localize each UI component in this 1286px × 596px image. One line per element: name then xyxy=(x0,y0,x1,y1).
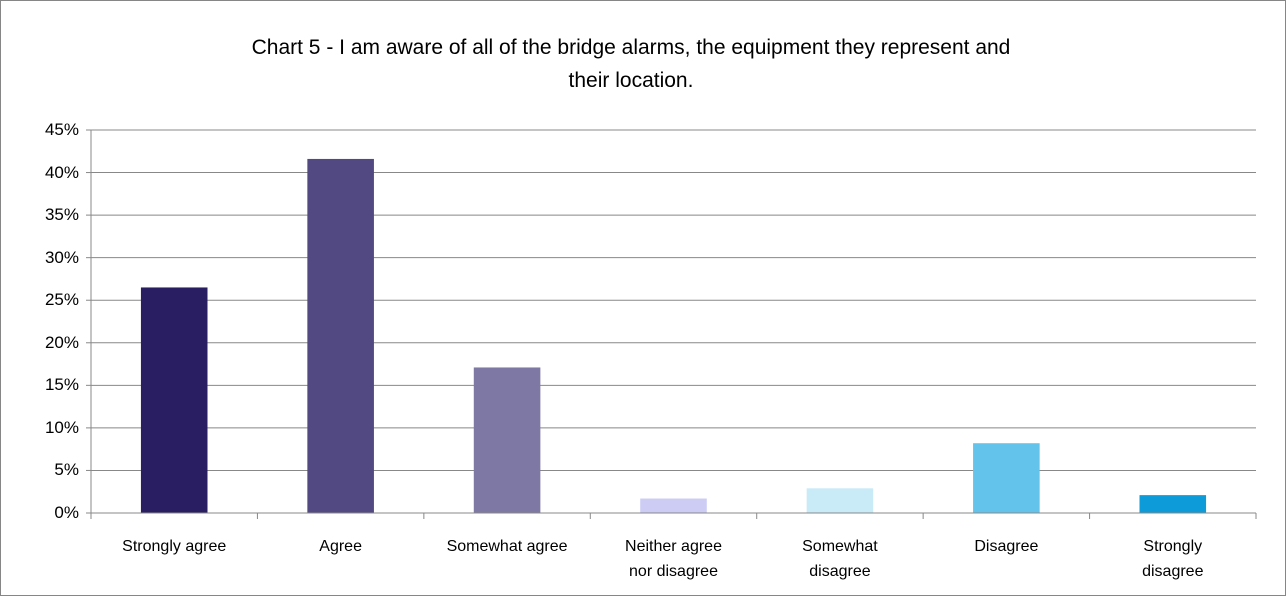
x-tick-label: Disagree xyxy=(974,538,1039,555)
y-tick-label: 5% xyxy=(54,460,79,480)
y-tick-label: 40% xyxy=(44,162,79,182)
x-tick-label: Somewhat agree xyxy=(446,538,568,555)
bar xyxy=(973,443,1040,513)
bar xyxy=(640,498,707,513)
y-tick-label: 25% xyxy=(44,290,79,310)
x-tick-label: Agree xyxy=(319,538,362,555)
y-tick-label: 15% xyxy=(44,375,79,395)
bar xyxy=(1139,495,1207,513)
bar xyxy=(307,158,374,513)
y-tick-label: 35% xyxy=(44,205,79,225)
x-tick-label: Somewhat disagree xyxy=(802,538,878,580)
x-tick-label: Strongly agree xyxy=(122,538,227,555)
y-tick-label: 10% xyxy=(44,417,79,437)
y-tick-label: 0% xyxy=(54,503,79,522)
x-tick-label: Neither agree nor disagree xyxy=(625,538,722,580)
bar xyxy=(140,287,208,513)
y-tick-label: 45% xyxy=(44,120,79,139)
chart-title: Chart 5 - I am aware of all of the bridg… xyxy=(251,36,1011,92)
x-tick-label: Strongly disagree xyxy=(1142,538,1204,580)
y-tick-label: 30% xyxy=(44,247,79,267)
bar xyxy=(473,367,541,513)
y-tick-label: 20% xyxy=(44,332,79,352)
bar xyxy=(806,488,874,513)
